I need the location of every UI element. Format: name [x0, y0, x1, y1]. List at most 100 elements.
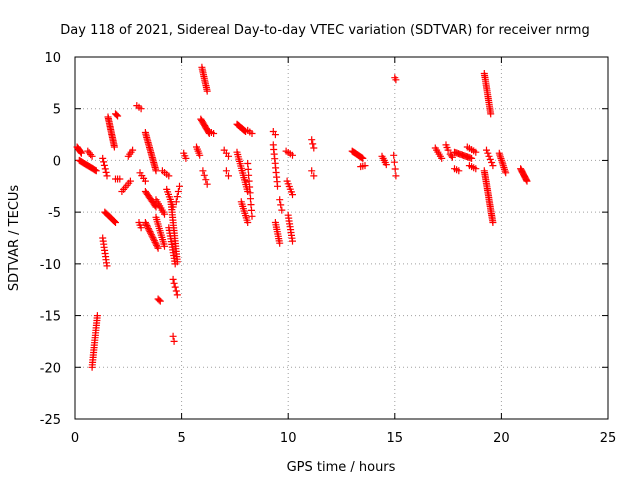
data-point	[246, 189, 254, 197]
x-tick-label: 15	[387, 431, 404, 446]
data-point	[161, 242, 168, 250]
data-point	[147, 229, 155, 237]
data-point	[87, 151, 95, 159]
data-point	[523, 177, 531, 185]
data-point	[289, 237, 296, 245]
data-point	[113, 111, 121, 119]
data-point	[392, 76, 400, 84]
data-point	[308, 136, 316, 144]
data-point	[248, 212, 256, 220]
data-point	[182, 154, 190, 162]
data-point	[174, 188, 182, 195]
data-point	[103, 172, 111, 180]
x-tick-label: 5	[177, 431, 185, 446]
data-point	[144, 223, 152, 231]
data-point	[144, 225, 152, 233]
data-point	[502, 169, 510, 177]
data-point	[137, 105, 145, 113]
data-point	[225, 152, 232, 160]
data-point	[277, 201, 285, 209]
data-point	[274, 182, 281, 190]
data-point	[102, 168, 110, 176]
x-axis-label: GPS time / hours	[287, 460, 396, 475]
x-tick-label: 20	[493, 431, 510, 446]
data-point	[173, 193, 181, 201]
data-point	[489, 219, 497, 226]
data-point	[486, 155, 494, 163]
data-point	[310, 172, 318, 180]
data-point	[173, 291, 181, 299]
y-tick-label: -15	[40, 310, 61, 325]
y-axis-label: SDTVAR / TECUs	[7, 185, 22, 292]
data-point	[154, 244, 162, 252]
data-point	[310, 144, 318, 152]
data-point	[92, 167, 100, 175]
data-points	[73, 63, 531, 371]
data-point	[391, 165, 399, 173]
data-point	[116, 175, 124, 183]
data-point	[173, 258, 181, 266]
data-point	[489, 162, 497, 170]
data-point	[248, 130, 256, 137]
data-point	[245, 177, 253, 185]
data-point	[149, 234, 157, 242]
data-point	[126, 177, 134, 185]
data-point	[77, 149, 85, 157]
data-point	[468, 154, 476, 162]
data-point	[143, 222, 151, 229]
data-point	[141, 219, 149, 226]
data-point	[129, 146, 137, 154]
data-point	[172, 287, 180, 295]
data-point	[244, 165, 252, 173]
data-point	[438, 154, 446, 162]
data-point	[150, 237, 158, 245]
data-point	[203, 180, 211, 188]
data-point	[156, 297, 164, 305]
data-point	[210, 130, 218, 137]
data-point	[484, 149, 492, 157]
data-point	[483, 146, 490, 154]
data-point	[472, 148, 480, 156]
data-point	[114, 112, 122, 120]
data-point	[488, 159, 496, 166]
data-point	[147, 231, 155, 239]
data-point	[100, 158, 108, 166]
axis-ticks: 0 5 10 15 20 25 -25 -20 -15 -10 -5 0 5 10	[40, 51, 617, 446]
data-point	[248, 206, 255, 214]
data-point	[485, 152, 493, 160]
data-point	[176, 182, 183, 190]
y-tick-label: -5	[48, 206, 61, 221]
x-tick-label: 0	[71, 431, 79, 446]
data-point	[152, 167, 160, 175]
data-point	[200, 171, 208, 179]
data-point	[148, 232, 156, 240]
data-point	[276, 239, 284, 247]
data-point	[203, 87, 211, 95]
data-point	[172, 198, 180, 206]
data-point	[448, 153, 456, 161]
data-point	[137, 224, 145, 232]
data-point	[487, 110, 495, 118]
data-point	[111, 218, 118, 225]
data-point	[145, 226, 153, 234]
data-point	[99, 154, 107, 162]
data-point	[309, 140, 317, 148]
y-tick-label: -10	[40, 258, 61, 273]
data-point	[153, 243, 161, 251]
data-point	[93, 312, 101, 320]
data-point	[247, 195, 254, 203]
data-point	[170, 337, 178, 345]
chart-title: Day 118 of 2021, Sidereal Day-to-day VTE…	[60, 23, 589, 38]
data-point	[169, 332, 177, 340]
data-point	[289, 191, 296, 199]
data-point	[150, 235, 158, 243]
y-tick-label: 10	[44, 51, 61, 66]
data-point	[142, 220, 150, 228]
data-point	[444, 146, 452, 154]
data-point	[222, 167, 230, 175]
data-point	[101, 165, 109, 173]
data-point	[110, 143, 118, 151]
data-point	[151, 238, 159, 246]
data-point	[278, 206, 286, 214]
